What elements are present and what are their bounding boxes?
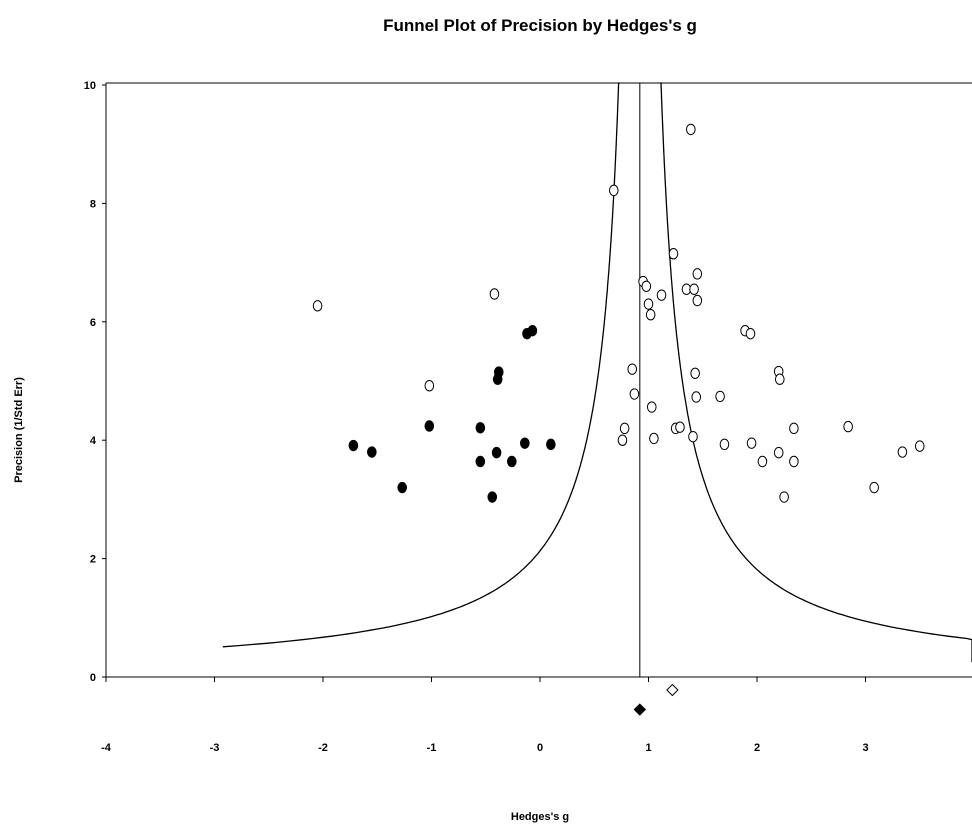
observed-study-point (312, 300, 323, 312)
plot-area (105, 82, 972, 678)
observed-study-point (745, 327, 756, 340)
observed-study-point (629, 388, 640, 400)
imputed-study-point (520, 437, 530, 449)
imputed-study-point (492, 373, 503, 385)
observed-study-point (692, 294, 703, 307)
observed-study-point (668, 248, 679, 260)
imputed-study-point (475, 455, 486, 468)
x-tick-label: 0 (537, 742, 543, 754)
chart-title: Funnel Plot of Precision by Hedges's g (383, 16, 697, 35)
y-axis-label: Precision (1/Std Err) (13, 377, 25, 483)
observed-study-point (675, 421, 685, 433)
observed-study-point (746, 437, 757, 449)
y-tick-label: 10 (84, 80, 96, 92)
y-tick-label: 6 (90, 317, 96, 329)
funnel-curve-left (222, 82, 620, 648)
observed-study-point (789, 422, 799, 435)
x-tick-label: 2 (754, 742, 760, 754)
x-tick-label: -4 (101, 742, 112, 754)
summary-diamonds (633, 683, 679, 716)
observed-study-point (643, 298, 654, 310)
y-tick-label: 0 (90, 672, 96, 684)
observed-study-point (779, 491, 789, 503)
observed-study-point (715, 390, 725, 403)
x-tick-label: -2 (318, 742, 328, 754)
imputed-study-point (527, 324, 538, 337)
observed-study-point (774, 373, 785, 385)
observed-study-point (914, 440, 925, 452)
observed-study-point (489, 288, 500, 300)
y-tick-label: 4 (90, 435, 97, 447)
x-axis-label: Hedges's g (511, 811, 569, 823)
observed-study-point (646, 401, 657, 413)
observed-study-point (656, 289, 667, 301)
observed-study-point (688, 430, 698, 443)
observed-study-point (608, 184, 619, 197)
imputed-study-point (546, 438, 556, 451)
observed-study-point (757, 455, 768, 468)
observed-study-point (869, 481, 879, 494)
imputed-study-point (491, 446, 502, 459)
observed-study-point (649, 432, 659, 445)
x-tick-label: -1 (427, 742, 437, 754)
observed-study-point (424, 380, 435, 392)
adjusted-summary-diamond (633, 703, 647, 716)
imputed-study-point (397, 481, 408, 494)
x-axis-ticks: -4 -3 -2 -1 0 1 2 3 (101, 677, 869, 754)
imputed-study-point (367, 446, 377, 458)
observed-study-point (645, 308, 656, 321)
imputed-study-point (348, 439, 359, 452)
observed-study-point (897, 446, 908, 458)
observed-study-point (689, 283, 699, 295)
observed-study-point (789, 455, 799, 468)
study-points (312, 123, 925, 503)
observed-study-point (617, 434, 628, 446)
observed-study-point (773, 446, 784, 459)
imputed-study-point (487, 491, 498, 503)
observed-study-point (690, 367, 700, 380)
imputed-study-point (424, 420, 435, 432)
x-tick-label: -3 (210, 742, 220, 754)
imputed-study-point (506, 455, 517, 468)
x-tick-label: 1 (645, 742, 651, 754)
observed-study-point (692, 268, 703, 280)
observed-study-point (843, 420, 853, 433)
observed-study-point (686, 123, 696, 136)
y-tick-label: 8 (90, 198, 96, 210)
observed-study-point (641, 280, 652, 292)
funnel-curve-right (659, 82, 972, 663)
y-tick-label: 2 (90, 554, 96, 566)
x-tick-label: 3 (862, 742, 868, 754)
observed-study-point (619, 422, 630, 435)
y-axis-ticks: 0 2 4 6 8 10 (84, 80, 106, 684)
observed-study-point (719, 438, 730, 451)
observed-study-point (691, 391, 702, 403)
observed-summary-diamond (666, 683, 679, 697)
imputed-study-point (475, 422, 486, 434)
observed-study-point (627, 363, 638, 375)
